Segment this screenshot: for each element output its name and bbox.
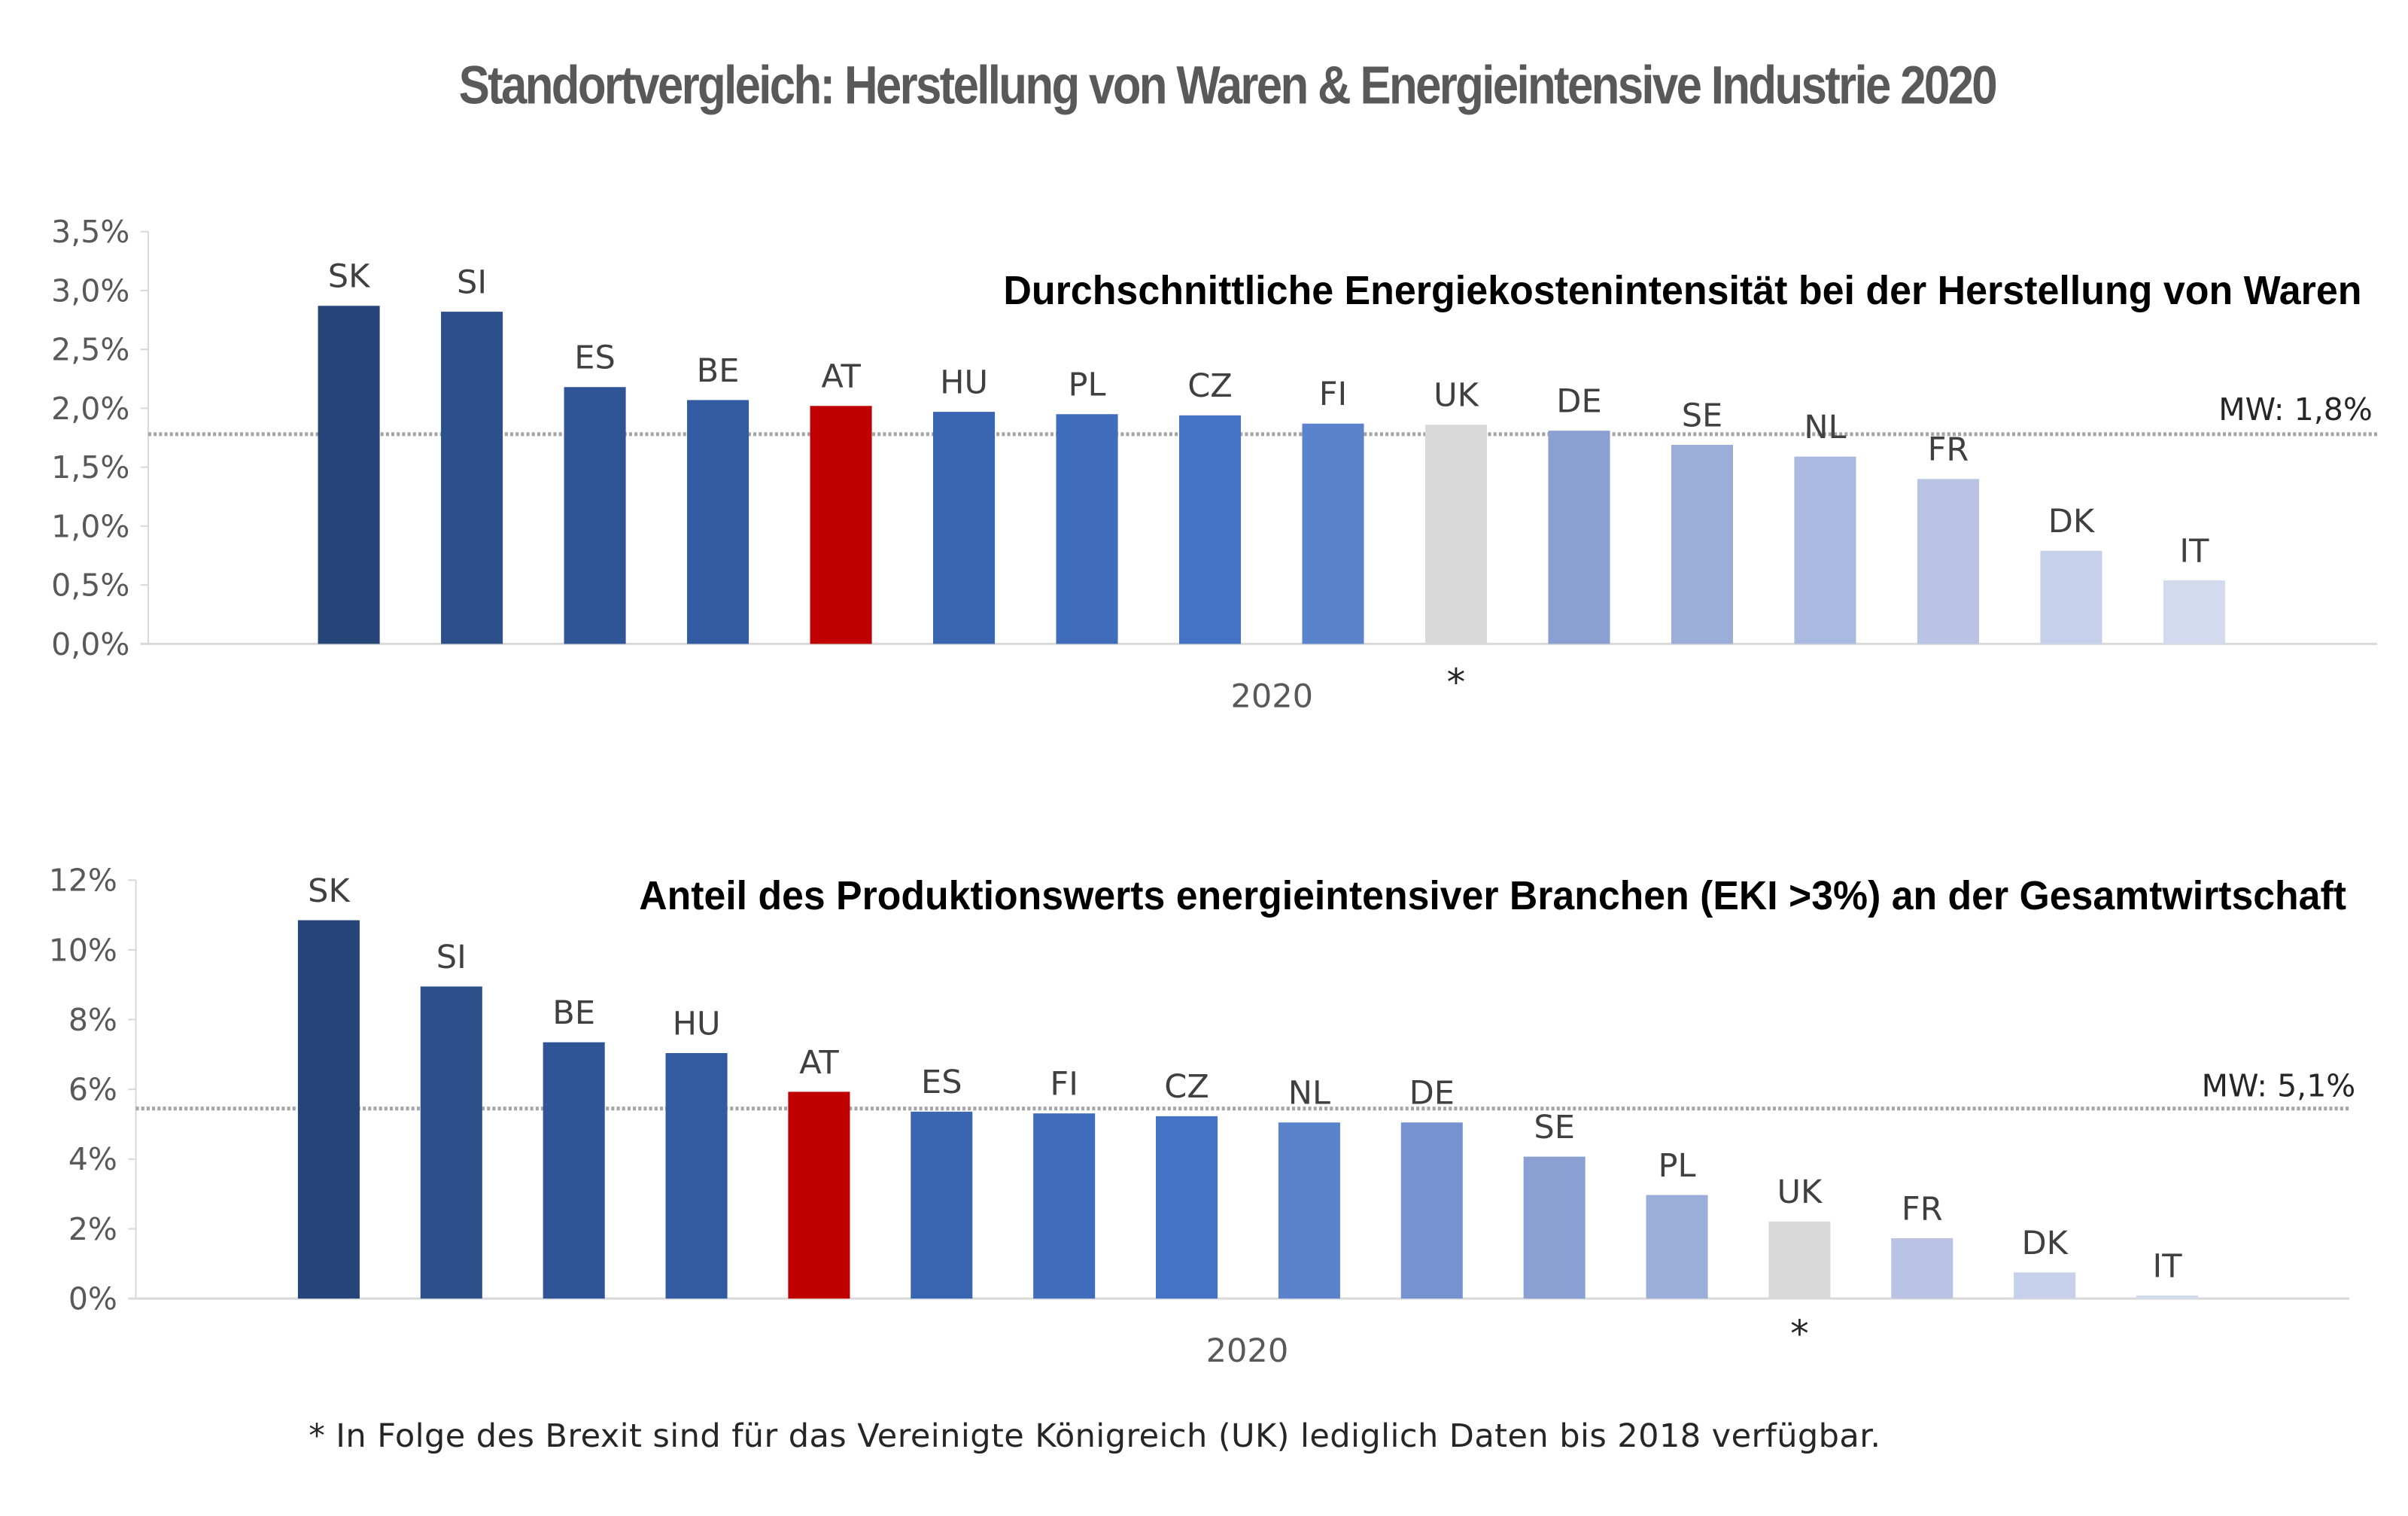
bar-label-nl: NL [1804,409,1846,446]
asterisk-marker: * [1790,1312,1809,1356]
bar-de [1548,431,1610,644]
y-tick-label: 1,5% [51,449,129,486]
bar-label-pl: PL [1659,1147,1696,1185]
bar-pl [1646,1195,1708,1299]
bar-cz [1178,415,1242,644]
mean-label: MW: 1,8% [2218,391,2373,428]
bar-cz [1156,1116,1218,1299]
bar-at [810,406,872,644]
bar-hu [933,412,996,644]
bar-label-hu: HU [940,364,988,402]
bar-label-it: IT [2153,1247,2183,1285]
bar-label-si: SI [436,939,467,976]
y-tick-label: 2,0% [51,391,129,427]
y-tick-label: 0% [68,1281,117,1317]
y-tick-label: 6% [68,1072,117,1108]
bar-se [1671,444,1733,644]
bar-label-cz: CZ [1164,1068,1209,1106]
bar-label-si: SI [457,263,487,301]
y-tick-label: 2,5% [51,332,129,368]
bar-label-be: BE [552,994,595,1032]
bar-hu [665,1053,728,1299]
x-category-label: 2020 [1230,677,1313,715]
bar-label-nl: NL [1288,1075,1330,1113]
bar-nl [1794,456,1856,644]
bar-label-se: SE [1534,1109,1575,1146]
bar-label-es: ES [921,1064,962,1101]
bar-label-sk: SK [308,872,351,910]
bar-label-uk: UK [1777,1174,1824,1211]
asterisk-marker: * [1447,660,1466,704]
bar-dk [2014,1272,2076,1299]
bar-label-de: DE [1409,1075,1455,1113]
bar-si [441,312,503,644]
footnote: * In Folge des Brexit sind für das Verei… [309,1417,1881,1455]
chart-subtitle: Anteil des Produktionswerts energieinten… [639,874,2346,918]
bar-it [2136,1295,2199,1299]
bar-nl [1278,1122,1340,1299]
bar-label-fi: FI [1319,376,1347,413]
bar-es [564,387,626,644]
bar-fr [1891,1238,1953,1299]
bar-it [2163,580,2225,644]
bar-fi [1033,1113,1096,1299]
main-title: Standortvergleich: Herstellung von Waren… [458,55,1998,116]
bar-es [911,1111,973,1299]
bar-pl [1056,414,1118,644]
bar-label-pl: PL [1069,367,1106,404]
bar-label-es: ES [574,339,616,377]
y-tick-label: 3,5% [51,214,129,250]
bar-label-at: AT [821,358,861,396]
bar-fi [1302,423,1364,644]
y-tick-label: 12% [49,863,117,899]
bar-label-fr: FR [1902,1190,1943,1228]
bar-label-de: DE [1556,383,1601,421]
bar-label-be: BE [697,352,740,390]
bar-dk [2040,550,2102,644]
bar-label-cz: CZ [1187,367,1233,405]
y-tick-label: 4% [68,1141,117,1177]
y-tick-label: 2% [68,1211,117,1247]
chart-energy-intensive-share: 0% 2% 4% 6% 8% 10% 12% MW: 5,1% SK SI BE HU AT ES FI CZ… [49,863,2356,1371]
y-tick-label: 8% [68,1002,117,1038]
bar-label-uk: UK [1434,377,1480,415]
mean-label: MW: 5,1% [2202,1067,2356,1104]
bar-label-at: AT [799,1044,839,1082]
x-category-label: 2020 [1206,1332,1289,1370]
bar-label-se: SE [1682,397,1723,434]
bar-sk [318,306,380,644]
bar-be [543,1042,605,1299]
y-tick-label: 0,0% [51,626,129,662]
bar-at [788,1091,850,1299]
bar-si [420,986,482,1299]
bar-se [1523,1156,1586,1299]
chart-subtitle: Durchschnittliche Energiekostenintensitä… [1003,269,2361,313]
bar-fr [1917,479,1979,644]
bar-uk [1424,425,1488,644]
bar-label-fr: FR [1928,431,1969,469]
y-tick-label: 1,0% [51,508,129,544]
bar-sk [297,920,360,1299]
bar-label-hu: HU [673,1005,721,1043]
bar-label-dk: DK [2021,1225,2069,1262]
y-tick-label: 0,5% [51,568,129,604]
chart-energy-cost-intensity: 0,0% 0,5% 1,0% 1,5% 2,0% 2,5% 3,0% 3,5% MW: 1,8%… [51,214,2378,715]
bar-de [1400,1122,1463,1299]
bar-label-fi: FI [1050,1066,1078,1104]
bar-be [687,400,749,644]
bar-uk [1768,1221,1831,1299]
bar-label-sk: SK [328,258,371,296]
bar-label-dk: DK [2048,503,2096,540]
y-tick-label: 10% [49,932,117,968]
y-tick-label: 3,0% [51,272,129,309]
bar-label-it: IT [2179,532,2209,570]
